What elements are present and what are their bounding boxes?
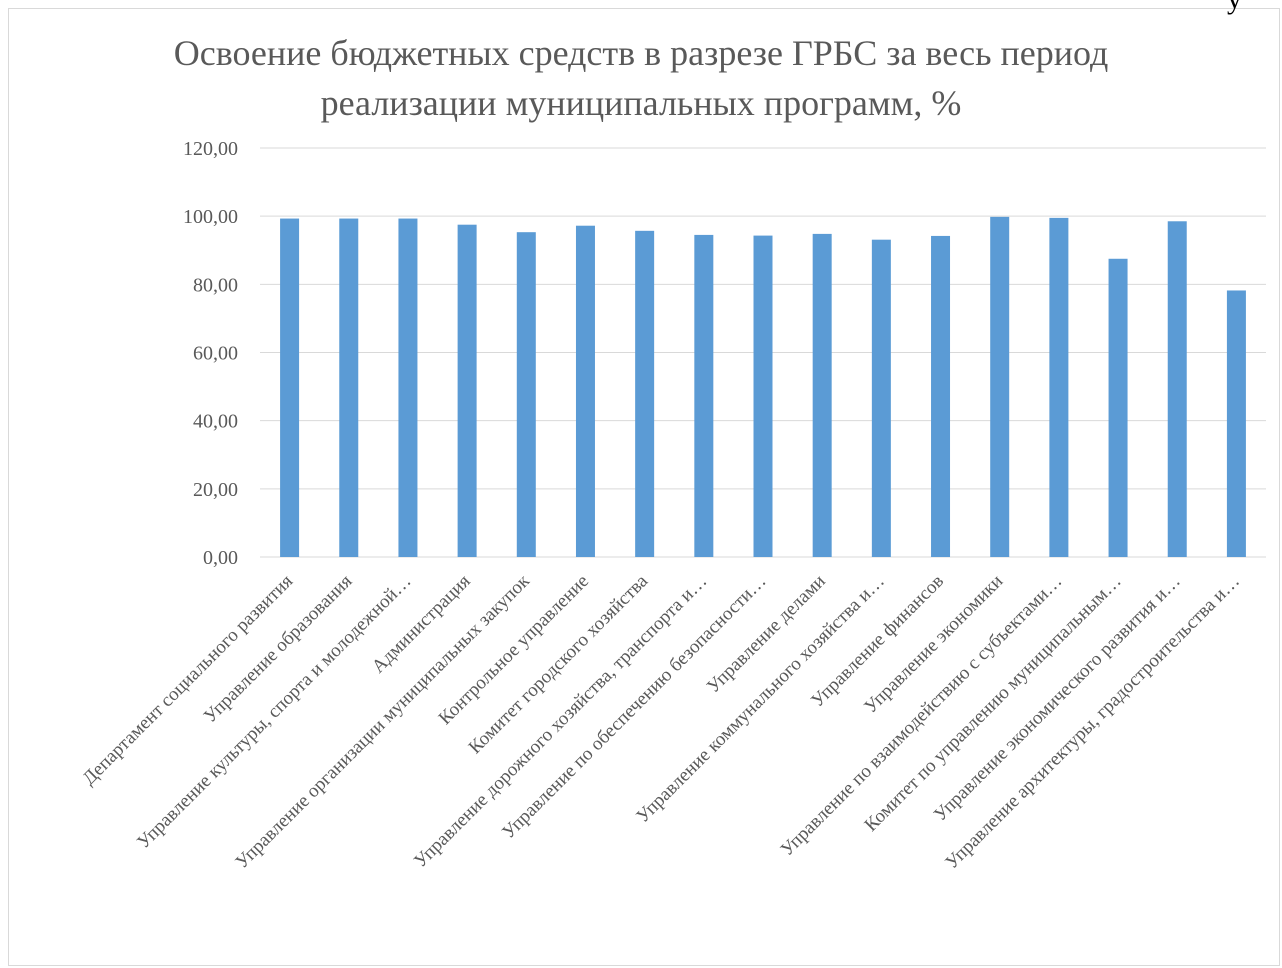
chart-title-line-2: реализации муниципальных программ, %: [320, 83, 962, 123]
bar: [931, 235, 951, 557]
bar: [1108, 258, 1128, 557]
y-tick-label: 120,00: [183, 138, 238, 160]
chart-title-line-1: Освоение бюджетных средств в разрезе ГРБ…: [173, 33, 1109, 73]
y-tick-label: 100,00: [183, 206, 238, 228]
bar: [398, 218, 418, 558]
y-tick-label: 80,00: [193, 274, 238, 296]
bar: [635, 230, 655, 557]
bar: [1226, 290, 1246, 557]
bar: [871, 239, 891, 557]
x-category-label: Управление культуры, спорта и молодежной…: [133, 571, 415, 853]
x-category-label: Управление по взаимодействию с субъектам…: [777, 571, 1067, 861]
y-axis-tick-labels: 0,00 20,00 40,00 60,00 80,00 100,00 120,00: [183, 138, 238, 569]
bar: [516, 232, 536, 557]
bar: [812, 233, 832, 557]
bar: [753, 235, 773, 557]
corner-glyph: у: [1227, 0, 1242, 16]
bar: [280, 218, 300, 558]
y-tick-label: 40,00: [193, 411, 238, 433]
bars: [280, 216, 1246, 558]
chart-title: Освоение бюджетных средств в разрезе ГРБ…: [0, 28, 1282, 128]
bar: [339, 218, 359, 558]
bar: [1167, 221, 1187, 557]
y-tick-label: 0,00: [203, 547, 238, 569]
x-category-label: Департамент социального развития: [79, 571, 298, 790]
bar: [990, 216, 1010, 557]
bar: [457, 224, 477, 557]
bar: [575, 225, 595, 557]
bar: [694, 234, 714, 557]
y-tick-label: 60,00: [193, 343, 238, 365]
y-tick-label: 20,00: [193, 479, 238, 501]
bar: [1049, 217, 1069, 557]
x-axis-category-labels: Департамент социального развитияУправлен…: [79, 570, 1244, 873]
